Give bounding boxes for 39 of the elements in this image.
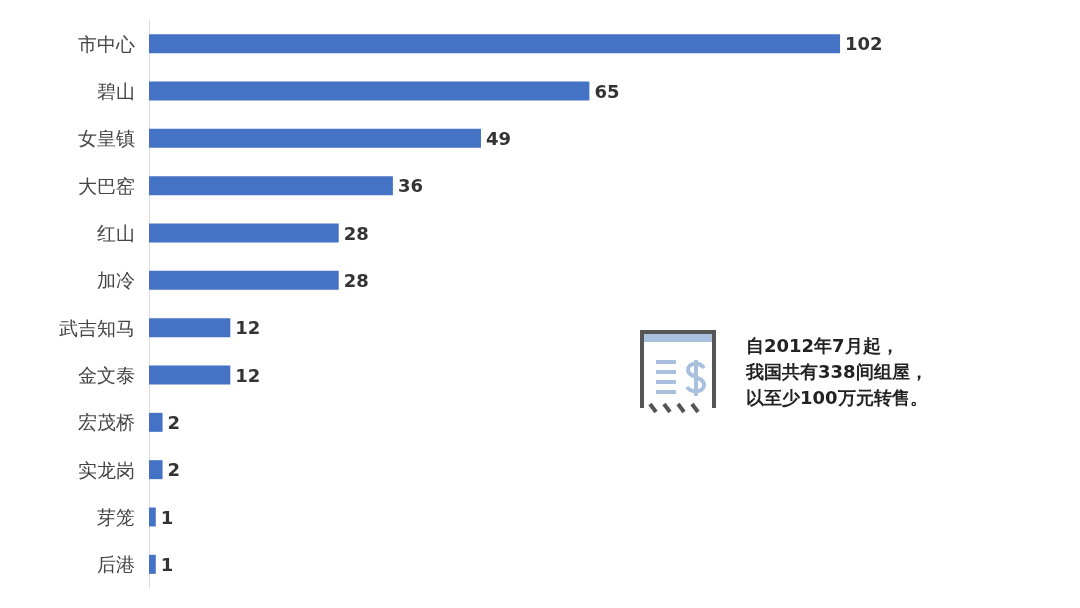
data-label: 28 <box>343 222 369 244</box>
bar <box>149 128 481 148</box>
bar <box>149 270 339 290</box>
annotation: 我国共有338间组屋， <box>745 360 928 382</box>
y-tick-label: 女皇镇 <box>78 127 135 150</box>
bar <box>149 34 841 54</box>
bar <box>149 554 156 574</box>
y-tick-label: 加冷 <box>97 269 135 292</box>
y-tick-label: 宏茂桥 <box>78 411 135 434</box>
data-label: 2 <box>167 459 181 481</box>
bar <box>149 507 156 527</box>
y-tick-label: 实龙岗 <box>78 458 135 481</box>
y-tick-label: 后港 <box>97 553 135 576</box>
data-label: 2 <box>167 411 181 433</box>
bar <box>149 460 163 480</box>
data-label: 1 <box>160 553 174 575</box>
data-label: 12 <box>235 317 261 339</box>
bar <box>149 223 339 243</box>
y-tick-label: 市中心 <box>78 32 135 55</box>
bar <box>149 365 231 385</box>
y-tick-label: 武吉知马 <box>59 316 135 339</box>
data-label: 28 <box>343 269 369 291</box>
y-tick-label: 红山 <box>97 222 135 244</box>
annotation: 以至少100万元转售。 <box>746 386 928 408</box>
annotation: 自2012年7月起， <box>746 334 899 356</box>
bar <box>149 176 393 196</box>
data-label: 12 <box>235 364 261 386</box>
y-tick-label: 大巴窑 <box>78 174 135 197</box>
y-tick-label: 芽笼 <box>97 506 135 528</box>
data-label: 65 <box>594 80 620 102</box>
bar <box>149 81 590 101</box>
bar <box>149 412 163 432</box>
data-label: 36 <box>397 175 423 197</box>
data-label: 49 <box>485 127 512 149</box>
data-label: 1 <box>160 506 174 528</box>
data-label: 102 <box>845 33 883 55</box>
y-tick-label: 碧山 <box>97 80 135 102</box>
bar <box>149 318 231 338</box>
y-tick-label: 金文泰 <box>78 364 135 386</box>
